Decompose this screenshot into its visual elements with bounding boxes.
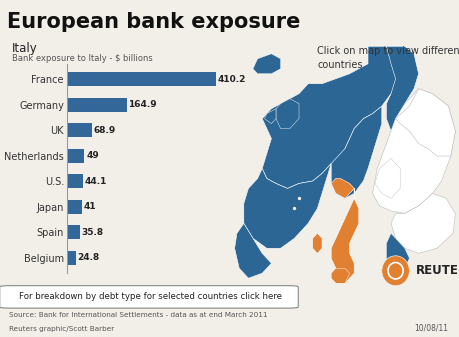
Text: Italy: Italy xyxy=(11,42,37,55)
Text: 49: 49 xyxy=(86,151,99,160)
Text: REUTERS: REUTERS xyxy=(415,264,459,277)
Text: 410.2: 410.2 xyxy=(217,75,245,84)
Polygon shape xyxy=(330,179,358,283)
Polygon shape xyxy=(386,46,418,131)
Bar xyxy=(67,98,126,112)
Polygon shape xyxy=(275,99,298,129)
Bar xyxy=(67,72,215,86)
Polygon shape xyxy=(330,106,381,198)
Text: European bank exposure: European bank exposure xyxy=(7,12,300,32)
Polygon shape xyxy=(372,89,454,213)
Polygon shape xyxy=(395,89,454,156)
Polygon shape xyxy=(252,54,280,74)
Polygon shape xyxy=(386,233,409,273)
Text: 44.1: 44.1 xyxy=(84,177,106,186)
Polygon shape xyxy=(374,158,399,198)
Text: For breakdown by debt type for selected countries click here: For breakdown by debt type for selected … xyxy=(19,292,281,301)
Text: Reuters graphic/Scott Barber: Reuters graphic/Scott Barber xyxy=(9,326,114,332)
Point xyxy=(295,196,302,201)
Polygon shape xyxy=(234,223,271,278)
Bar xyxy=(67,251,76,265)
Bar xyxy=(67,200,81,214)
Text: 164.9: 164.9 xyxy=(128,100,157,109)
Polygon shape xyxy=(264,109,275,124)
Text: 68.9: 68.9 xyxy=(93,126,116,135)
Text: 10/08/11: 10/08/11 xyxy=(414,324,448,333)
Text: Bank exposure to Italy - $ billions: Bank exposure to Italy - $ billions xyxy=(11,54,152,63)
Polygon shape xyxy=(243,163,330,248)
Polygon shape xyxy=(312,233,321,253)
Text: 24.8: 24.8 xyxy=(78,253,100,262)
Bar xyxy=(67,149,84,163)
Bar xyxy=(67,174,83,188)
Text: Click on map to view different
countries: Click on map to view different countries xyxy=(317,46,459,69)
Text: Source: Bank for International Settlements - data as at end March 2011: Source: Bank for International Settlemen… xyxy=(9,312,267,318)
Polygon shape xyxy=(330,268,349,283)
Bar xyxy=(67,123,91,137)
Text: 35.8: 35.8 xyxy=(81,228,103,237)
Circle shape xyxy=(381,256,409,286)
Polygon shape xyxy=(262,46,399,188)
Polygon shape xyxy=(390,193,454,253)
Text: 41: 41 xyxy=(83,202,96,211)
Bar xyxy=(67,225,79,239)
Point xyxy=(290,206,297,211)
FancyBboxPatch shape xyxy=(0,286,297,308)
